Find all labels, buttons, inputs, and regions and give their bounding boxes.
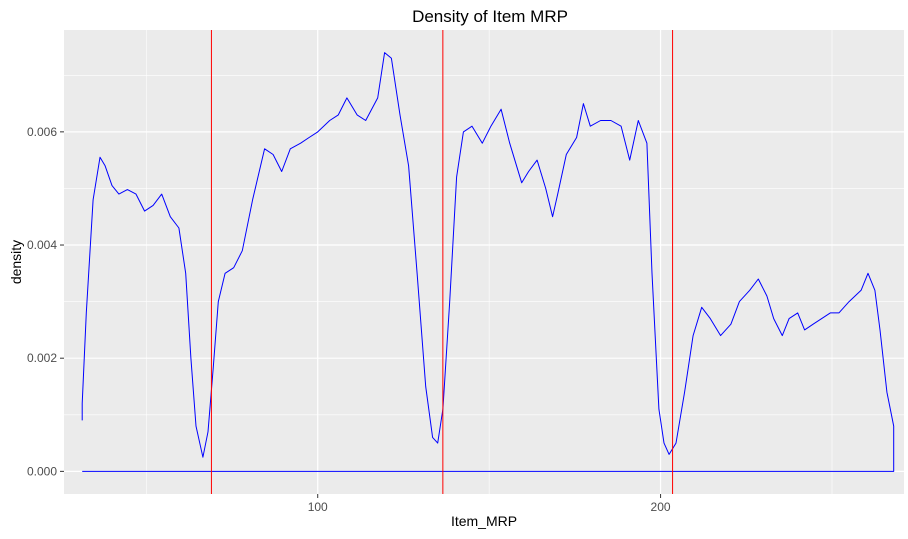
x-axis-ticks: 100 200 <box>308 494 671 514</box>
y-axis-title: density <box>8 240 24 284</box>
x-axis-title: Item_MRP <box>451 513 517 529</box>
density-layer <box>81 52 895 472</box>
y-axis-ticks: 0.000 0.002 0.004 0.006 <box>27 125 64 478</box>
minor-gridlines <box>64 30 904 494</box>
x-tick-label: 100 <box>308 500 328 514</box>
y-tick-label: 0.002 <box>27 351 57 365</box>
vertical-reference-lines <box>210 30 674 494</box>
plot-panel <box>64 30 904 494</box>
x-tick-label: 200 <box>651 500 671 514</box>
y-tick-label: 0.006 <box>27 125 57 139</box>
y-tick-label: 0.000 <box>27 464 57 478</box>
chart-title: Density of Item MRP <box>412 7 568 26</box>
y-tick-label: 0.004 <box>27 238 57 252</box>
density-line <box>81 52 895 472</box>
